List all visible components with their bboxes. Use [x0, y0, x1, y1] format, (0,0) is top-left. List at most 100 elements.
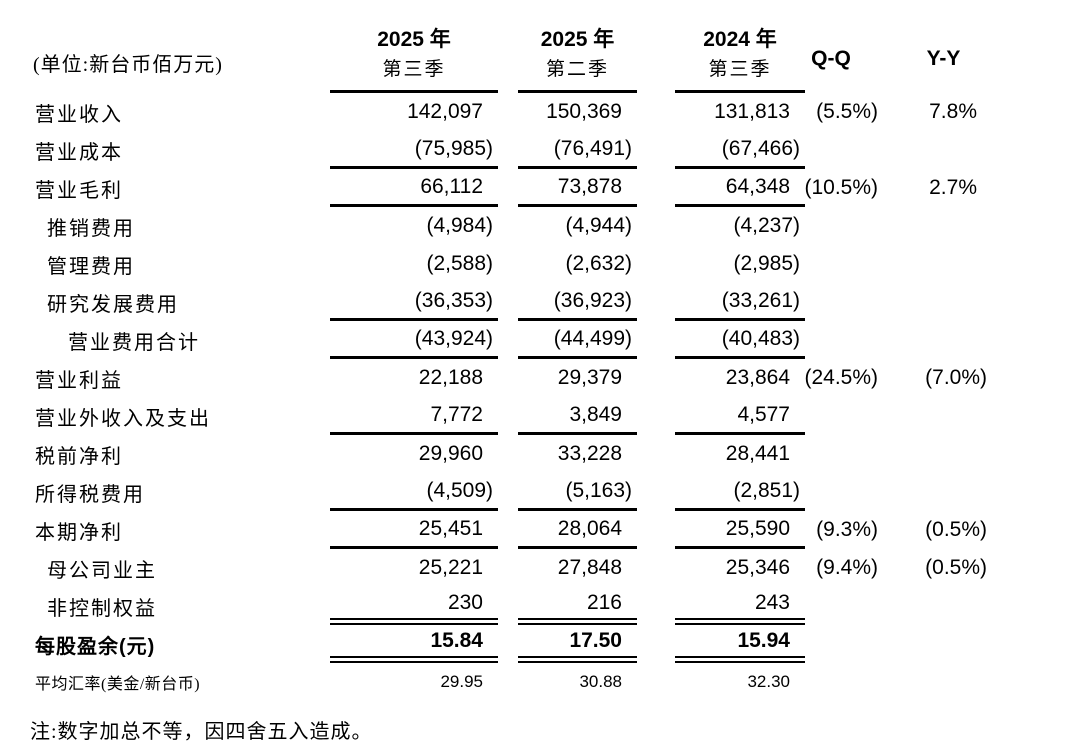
col-header-yy: Y-Y — [926, 47, 961, 70]
value-qq: (9.3%) — [816, 518, 878, 541]
value-2025-q3: 22,188 — [418, 366, 483, 389]
col-header-2025-q2: 2025 年 第二季 — [518, 0, 637, 93]
value-2024-q3: 15.94 — [675, 625, 805, 663]
value-2025-q3: (4,509) — [330, 473, 498, 511]
table-row-operating-income: 营业利益 22,188 29,379 23,864 (24.5%) (7.0%) — [0, 359, 992, 397]
col-header-quarter: 第二季 — [545, 59, 609, 80]
value-2025-q3: (75,985) — [330, 131, 498, 169]
value-2024-q3: 28,441 — [725, 442, 790, 465]
value-2025-q2: 27,848 — [557, 556, 622, 579]
value-2025-q2: (36,923) — [518, 283, 637, 321]
value-2024-q3: 32.30 — [747, 672, 790, 691]
value-2025-q3: (2,588) — [426, 252, 493, 275]
table-header-row: (单位:新台币佰万元) 2025 年 第三季 2025 年 第二季 2024 年… — [0, 0, 992, 93]
row-label: 本期净利 — [35, 521, 123, 544]
col-header-2025-q3: 2025 年 第三季 — [330, 0, 498, 93]
value-2025-q2: (4,944) — [565, 214, 632, 237]
table-row-non-operating: 营业外收入及支出 7,772 3,849 4,577 — [0, 397, 992, 435]
row-label: 所得税费用 — [35, 483, 145, 506]
table-row-total-opex: 营业费用合计 (43,924) (44,499) (40,483) — [0, 321, 992, 359]
value-2024-q3: 243 — [675, 587, 805, 625]
col-header-quarter: 第三季 — [708, 59, 772, 80]
table-row-cost: 营业成本 (75,985) (76,491) (67,466) — [0, 131, 992, 169]
value-2025-q2: 150,369 — [546, 100, 622, 123]
rounding-note: 注:数字加总不等，因四舍五入造成。 — [30, 721, 373, 743]
row-label: 营业利益 — [35, 369, 123, 392]
value-2024-q3: 64,348 — [675, 169, 805, 207]
value-2025-q2: (5,163) — [518, 473, 637, 511]
value-2025-q3: 29,960 — [418, 442, 483, 465]
col-header-2024-q3: 2024 年 第三季 — [675, 0, 805, 93]
table-row-eps: 每股盈余(元) 15.84 17.50 15.94 — [0, 625, 992, 663]
table-row-net-income: 本期净利 25,451 28,064 25,590 (9.3%) (0.5%) — [0, 511, 992, 549]
income-statement-table: (单位:新台币佰万元) 2025 年 第三季 2025 年 第二季 2024 年… — [0, 0, 992, 693]
row-label: 营业外收入及支出 — [35, 407, 211, 430]
value-2024-q3: (2,985) — [733, 252, 800, 275]
unit-label: (单位:新台币佰万元) — [33, 54, 223, 76]
col-header-year: 2024 年 — [703, 28, 777, 51]
col-header-qq: Q-Q — [811, 47, 851, 70]
row-label: 每股盈余(元) — [35, 635, 156, 658]
value-yy: 7.8% — [929, 100, 977, 123]
value-2024-q3: 25,590 — [675, 511, 805, 549]
value-2024-q3: (4,237) — [733, 214, 800, 237]
value-2025-q2: 30.88 — [579, 672, 622, 691]
row-label: 税前净利 — [35, 445, 123, 468]
value-yy: 2.7% — [929, 176, 977, 199]
table-row-revenue: 营业收入 142,097 150,369 131,813 (5.5%) 7.8% — [0, 93, 992, 131]
value-2024-q3: (40,483) — [675, 321, 805, 359]
value-yy: (7.0%) — [925, 366, 987, 389]
value-2025-q3: 66,112 — [330, 169, 498, 207]
value-qq: (9.4%) — [816, 556, 878, 579]
row-label: 营业成本 — [35, 141, 123, 164]
value-2025-q3: 29.95 — [440, 672, 483, 691]
table-row-selling-expense: 推销费用 (4,984) (4,944) (4,237) — [0, 207, 992, 245]
col-header-quarter: 第三季 — [382, 59, 446, 80]
value-2024-q3: 131,813 — [714, 100, 790, 123]
value-2025-q3: (43,924) — [330, 321, 498, 359]
table-row-rd-expense: 研究发展费用 (36,353) (36,923) (33,261) — [0, 283, 992, 321]
value-2025-q3: 7,772 — [330, 397, 498, 435]
table-row-income-tax: 所得税费用 (4,509) (5,163) (2,851) — [0, 473, 992, 511]
value-2025-q3: 25,221 — [418, 556, 483, 579]
value-2025-q2: 28,064 — [518, 511, 637, 549]
value-2025-q2: 33,228 — [557, 442, 622, 465]
row-label: 营业收入 — [35, 103, 123, 126]
value-2025-q2: (76,491) — [518, 131, 637, 169]
value-2025-q3: (36,353) — [330, 283, 498, 321]
value-2025-q2: (2,632) — [565, 252, 632, 275]
value-qq: (5.5%) — [816, 100, 878, 123]
value-qq: (10.5%) — [804, 176, 878, 199]
value-2025-q3: 142,097 — [407, 100, 483, 123]
value-2024-q3: 25,346 — [725, 556, 790, 579]
value-2025-q3: (4,984) — [426, 214, 493, 237]
row-label: 推销费用 — [47, 217, 135, 240]
value-2025-q2: 73,878 — [518, 169, 637, 207]
value-2025-q2: 29,379 — [557, 366, 622, 389]
row-label: 管理费用 — [47, 255, 135, 278]
value-qq: (24.5%) — [804, 366, 878, 389]
value-2024-q3: (2,851) — [675, 473, 805, 511]
value-2025-q2: (44,499) — [518, 321, 637, 359]
value-2024-q3: (33,261) — [675, 283, 805, 321]
col-header-year: 2025 年 — [540, 28, 615, 51]
value-2025-q3: 15.84 — [330, 625, 498, 663]
value-yy: (0.5%) — [925, 518, 987, 541]
value-2024-q3: 4,577 — [675, 397, 805, 435]
row-label: 平均汇率(美金/新台币) — [35, 676, 201, 693]
table-row-pretax-income: 税前净利 29,960 33,228 28,441 — [0, 435, 992, 473]
value-2025-q2: 17.50 — [518, 625, 637, 663]
table-row-gross-profit: 营业毛利 66,112 73,878 64,348 (10.5%) 2.7% — [0, 169, 992, 207]
row-label: 研究发展费用 — [47, 293, 179, 316]
value-yy: (0.5%) — [925, 556, 987, 579]
value-2025-q2: 216 — [518, 587, 637, 625]
col-header-year: 2025 年 — [377, 28, 451, 51]
value-2025-q3: 230 — [330, 587, 498, 625]
row-label: 营业毛利 — [35, 179, 123, 202]
value-2024-q3: (67,466) — [675, 131, 805, 169]
table-row-admin-expense: 管理费用 (2,588) (2,632) (2,985) — [0, 245, 992, 283]
value-2024-q3: 23,864 — [725, 366, 790, 389]
row-label: 非控制权益 — [47, 597, 157, 620]
row-label: 母公司业主 — [47, 559, 157, 582]
